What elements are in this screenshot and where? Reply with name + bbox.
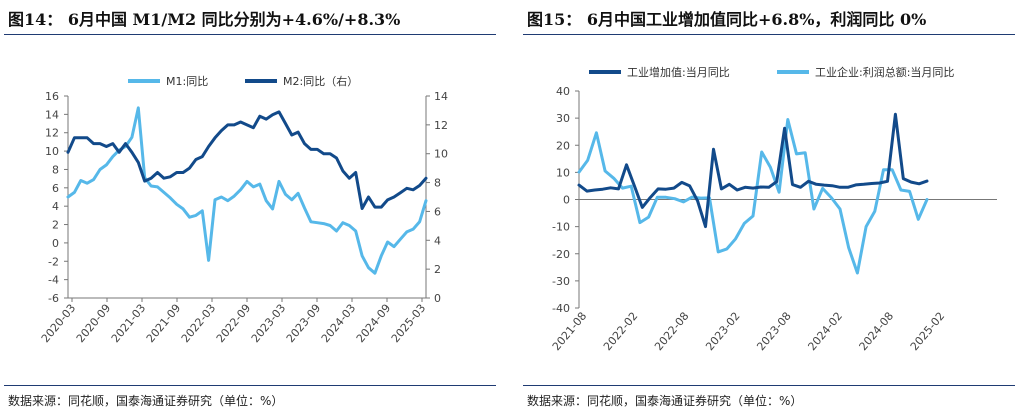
y-tick-label: -10 [552, 221, 570, 234]
source-note: 数据来源：同花顺，国泰海通证券研究（单位：%） [527, 394, 803, 408]
x-tick-label: 2024-02 [806, 310, 846, 354]
y-left-tick-label: 10 [45, 145, 59, 158]
x-tick-label: 2023-02 [703, 310, 743, 354]
x-tick-label: 2020-09 [74, 302, 114, 346]
x-tick-label: 2023-09 [284, 302, 324, 346]
series-line-m2 [66, 110, 428, 210]
chart-title: 图15： 6月中国工业增加值同比+6.8%，利润同比 0% [527, 10, 927, 29]
y-tick-label: -40 [552, 302, 570, 315]
x-tick-label: 2023-08 [754, 310, 794, 354]
y-tick-label: -30 [552, 275, 570, 288]
y-left-tick-label: 2 [52, 219, 59, 232]
legend-label-ip: 工业增加值:当月同比 [627, 65, 730, 79]
x-tick-label: 2021-09 [144, 302, 184, 346]
x-tick-label: 2025-02 [908, 310, 948, 354]
y-tick-label: -20 [552, 248, 570, 261]
y-tick-label: 40 [556, 85, 570, 98]
y-right-tick-label: 8 [434, 177, 441, 190]
m1-m2-line-chart: 1614121086420-2-4-6141210864202020-03202… [39, 74, 448, 346]
y-left-tick-label: 16 [45, 90, 59, 103]
legend-label-m2: M2:同比（右） [283, 74, 358, 88]
x-tick-label: 2020-03 [39, 302, 79, 346]
y-left-tick-label: 12 [45, 127, 59, 140]
y-right-tick-label: 6 [434, 205, 441, 218]
chart-title: 图14： 6月中国 M1/M2 同比分别为+4.6%/+8.3% [8, 10, 401, 29]
x-tick-label: 2023-03 [249, 302, 289, 346]
y-right-tick-label: 10 [434, 148, 448, 161]
top-rule [4, 34, 496, 35]
top-rule [523, 34, 1015, 35]
source-note: 数据来源：同花顺，国泰海通证券研究（单位：%） [8, 394, 284, 408]
y-right-tick-label: 12 [434, 119, 448, 132]
series-line-ip [577, 112, 929, 229]
legend-label-m1: M1:同比 [166, 75, 208, 88]
y-tick-label: 30 [556, 112, 570, 125]
legend-label-profit: 工业企业:利润总额:当月同比 [815, 65, 954, 79]
y-right-tick-label: 4 [434, 234, 441, 247]
x-tick-label: 2025-03 [389, 302, 429, 346]
y-right-tick-label: 14 [434, 90, 448, 103]
y-right-tick-label: 2 [434, 263, 441, 276]
series-line-profit [577, 118, 929, 275]
x-tick-label: 2022-03 [179, 302, 219, 346]
y-tick-label: 10 [556, 166, 570, 179]
bottom-rule [4, 385, 496, 386]
industrial-panel: 图15： 6月中国工业增加值同比+6.8%，利润同比 0% 40 30 20 10 0 -… [519, 0, 1019, 416]
y-left-tick-label: 4 [52, 200, 59, 213]
bottom-rule [523, 385, 1015, 386]
x-tick-label: 2022-02 [601, 310, 641, 354]
y-right-tick-label: 0 [434, 292, 441, 305]
x-tick-label: 2022-09 [214, 302, 254, 346]
y-left-tick-label: -6 [48, 292, 59, 305]
y-left-tick-label: 8 [52, 163, 59, 176]
y-left-tick-label: 0 [52, 237, 59, 250]
x-tick-label: 2021-03 [109, 302, 149, 346]
y-left-tick-label: 14 [45, 108, 59, 121]
x-tick-label: 2024-08 [857, 310, 897, 354]
y-left-tick-label: -4 [48, 274, 59, 287]
y-left-tick-label: 6 [52, 182, 59, 195]
y-left-tick-label: -2 [48, 255, 59, 268]
x-tick-label: 2021-08 [550, 310, 590, 354]
y-tick-label: 0 [563, 194, 570, 207]
x-tick-label: 2022-08 [652, 310, 692, 354]
series-line-m1 [66, 106, 428, 275]
m1-m2-panel: 图14： 6月中国 M1/M2 同比分别为+4.6%/+8.3% 16 14 12 1… [0, 0, 500, 416]
y-tick-label: 20 [556, 139, 570, 152]
x-tick-label: 2024-09 [354, 302, 394, 346]
x-tick-label: 2024-03 [319, 302, 359, 346]
